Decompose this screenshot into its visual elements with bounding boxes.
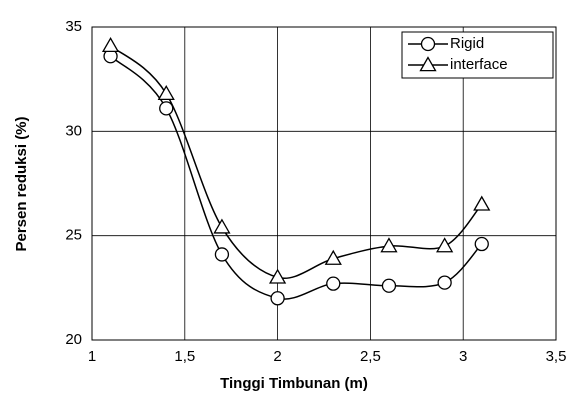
legend-label: interface [450,56,508,73]
y-tick-label: 20 [65,331,82,348]
marker [473,195,491,211]
marker [474,236,489,252]
marker [101,36,120,53]
marker [268,268,287,284]
plot-frame [91,26,557,341]
marker [380,237,398,253]
marker [436,237,454,253]
x-tick-label: 1,5 [174,348,195,365]
marker [326,276,341,291]
x-tick-label: 3 [459,348,467,365]
legend-marker [419,56,437,72]
legend: Rigid interface [401,31,554,79]
legend-label: Rigid [450,35,484,52]
x-tick-label: 3,5 [546,348,567,365]
series [103,49,489,306]
marker [157,84,175,101]
marker [324,249,342,265]
marker [159,101,174,116]
marker [270,291,285,306]
marker [381,278,397,293]
y-tick-label: 35 [65,18,82,35]
x-tick-label: 1 [88,348,96,365]
series-line [110,45,483,280]
series [101,36,491,284]
marker [214,247,230,262]
y-tick-label: 25 [65,227,82,244]
x-tick-label: 2 [273,348,281,365]
y-axis-label: Persen reduksi (%) [13,116,30,251]
marker [213,218,231,234]
x-tick-label: 2,5 [360,348,381,365]
y-tick-label: 30 [65,122,82,139]
marker [437,275,452,290]
legend-marker [420,36,436,52]
x-axis-label: Tinggi Timbunan (m) [220,375,368,392]
